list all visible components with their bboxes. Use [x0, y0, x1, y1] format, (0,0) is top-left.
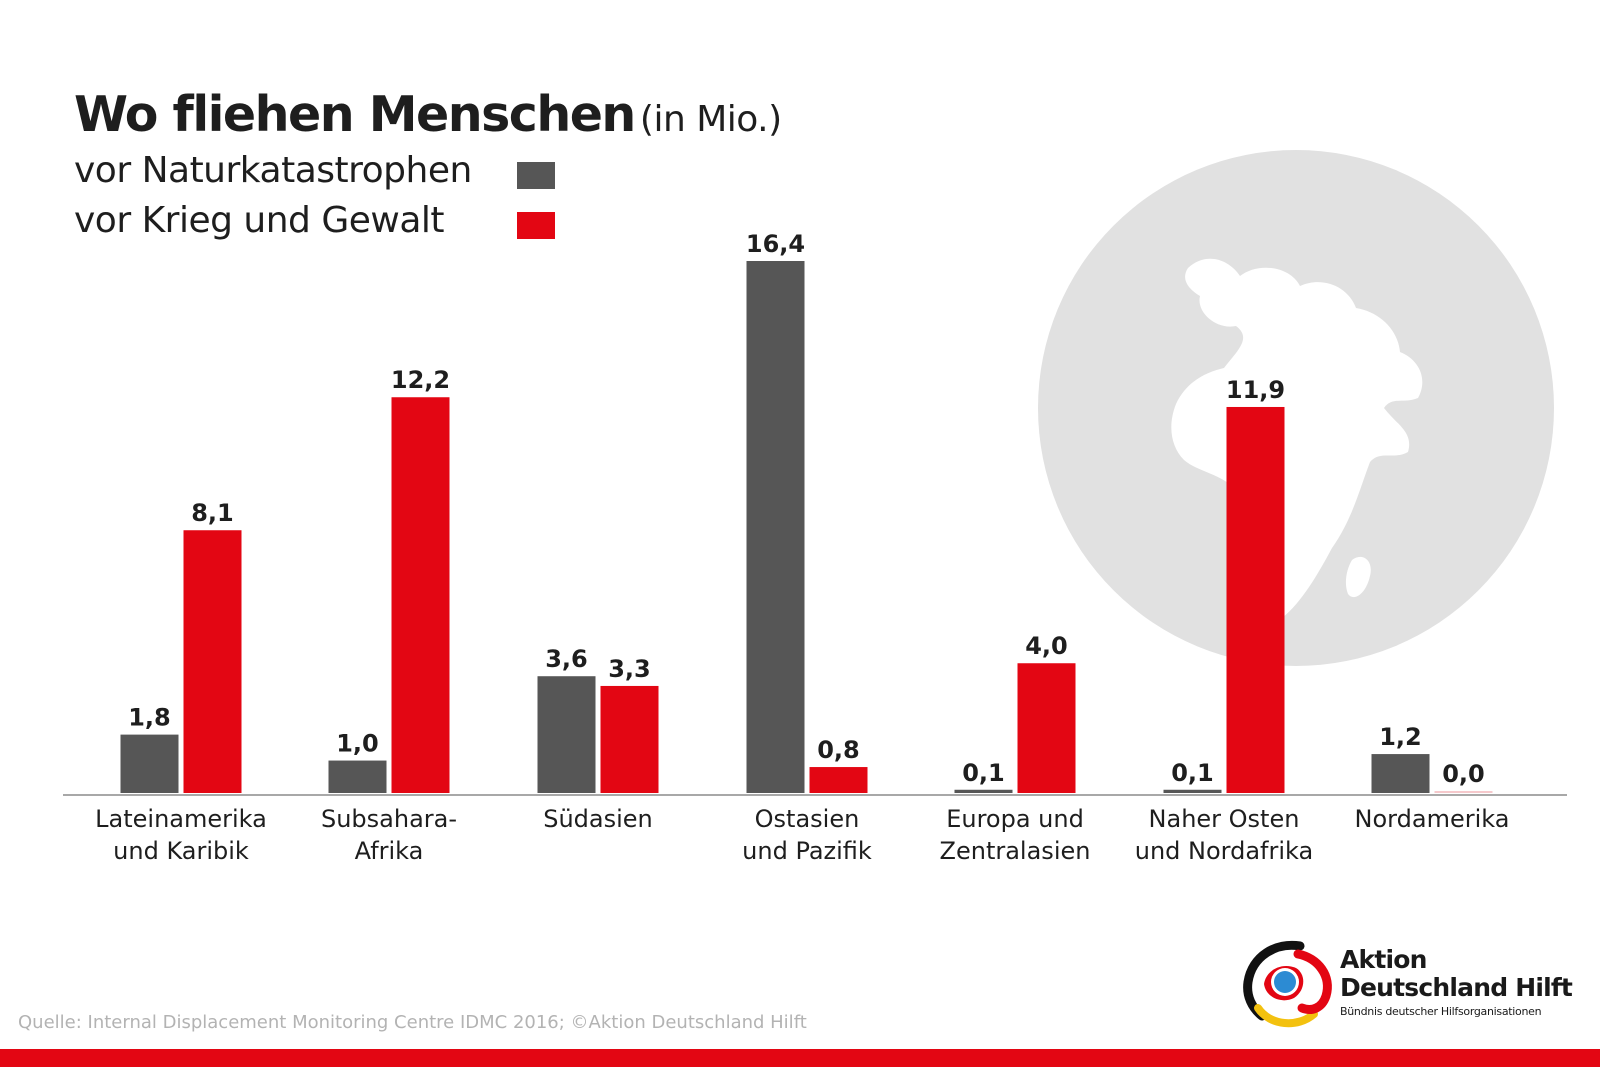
- category-label-5-1: und Nordafrika: [1135, 837, 1313, 865]
- bar-conflict-6: [1434, 791, 1493, 793]
- bar-natural-1: [328, 760, 387, 793]
- category-label-1-1: Afrika: [355, 837, 424, 865]
- bars-layer: 1,8 8,1 1,0 12,2 3,6 3,3 16,4 0,8 0,1 4,0 0,1 11,9 1…: [120, 230, 1493, 793]
- bar-natural-3: [746, 261, 805, 793]
- value-label-natural-2: 3,6: [545, 645, 588, 673]
- brand-tagline: Bündnis deutscher Hilfsorganisationen: [1340, 1005, 1542, 1018]
- legend-label-natural: vor Naturkatastrophen: [74, 150, 472, 191]
- brand-logo: Aktion Deutschland Hilft Bündnis deutsch…: [1240, 938, 1580, 1030]
- legend-label-conflict: vor Krieg und Gewalt: [74, 200, 445, 241]
- category-label-3-0: Ostasien: [755, 805, 860, 833]
- title-main: Wo fliehen Menschen: [74, 86, 636, 143]
- x-axis-labels: Lateinamerika und Karibik Subsahara- Afrika…: [95, 805, 1509, 865]
- category-label-4-0: Europa und: [946, 805, 1084, 833]
- bar-conflict-5: [1226, 406, 1285, 793]
- bar-conflict-2: [600, 685, 659, 793]
- value-label-natural-1: 1,0: [336, 730, 379, 758]
- category-label-0-1: und Karibik: [113, 837, 249, 865]
- value-label-conflict-6: 0,0: [1442, 760, 1485, 788]
- legend-item-natural: vor Naturkatastrophen: [74, 150, 472, 191]
- category-label-3-1: und Pazifik: [742, 837, 872, 865]
- bar-conflict-1: [391, 397, 450, 793]
- brand-name-line2: Deutschland Hilft: [1340, 973, 1573, 1002]
- category-label-0-0: Lateinamerika: [95, 805, 267, 833]
- footer-bar: [0, 1049, 1600, 1067]
- bar-natural-0: [120, 734, 179, 793]
- value-label-natural-0: 1,8: [128, 704, 171, 732]
- value-label-conflict-1: 12,2: [391, 366, 450, 394]
- value-label-natural-6: 1,2: [1379, 723, 1422, 751]
- value-label-conflict-4: 4,0: [1025, 632, 1068, 660]
- brand-emblem-icon: [1243, 940, 1332, 1028]
- source-note: Quelle: Internal Displacement Monitoring…: [18, 1012, 807, 1033]
- category-label-6-0: Nordamerika: [1355, 805, 1510, 833]
- continents-silhouette: [1171, 258, 1423, 618]
- legend-swatch-natural: [517, 162, 555, 189]
- brand-name-line1: Aktion: [1340, 945, 1427, 974]
- bar-natural-2: [537, 676, 596, 793]
- value-label-conflict-2: 3,3: [608, 655, 651, 683]
- bar-natural-5: [1163, 789, 1222, 793]
- bar-conflict-3: [809, 767, 868, 793]
- bar-natural-6: [1371, 754, 1430, 793]
- category-label-2-0: Südasien: [543, 805, 653, 833]
- title-unit: (in Mio.): [639, 99, 782, 140]
- legend-swatch-conflict: [517, 212, 555, 239]
- category-label-4-1: Zentralasien: [940, 837, 1091, 865]
- value-label-conflict-3: 0,8: [817, 736, 860, 764]
- chart-title: Wo fliehen Menschen (in Mio.): [74, 86, 782, 143]
- category-label-1-0: Subsahara-: [321, 805, 457, 833]
- category-label-5-0: Naher Osten: [1149, 805, 1300, 833]
- bar-conflict-4: [1017, 663, 1076, 793]
- bar-conflict-0: [183, 530, 242, 793]
- value-label-natural-4: 0,1: [962, 759, 1005, 787]
- value-label-conflict-0: 8,1: [191, 499, 234, 527]
- brand-text: Aktion Deutschland Hilft Bündnis deutsch…: [1340, 945, 1573, 1019]
- legend-item-conflict: vor Krieg und Gewalt: [74, 200, 445, 241]
- value-label-conflict-5: 11,9: [1226, 376, 1285, 404]
- globe-graphic: [1038, 150, 1554, 666]
- bar-natural-4: [954, 789, 1013, 793]
- value-label-natural-5: 0,1: [1171, 759, 1214, 787]
- value-label-natural-3: 16,4: [746, 230, 805, 258]
